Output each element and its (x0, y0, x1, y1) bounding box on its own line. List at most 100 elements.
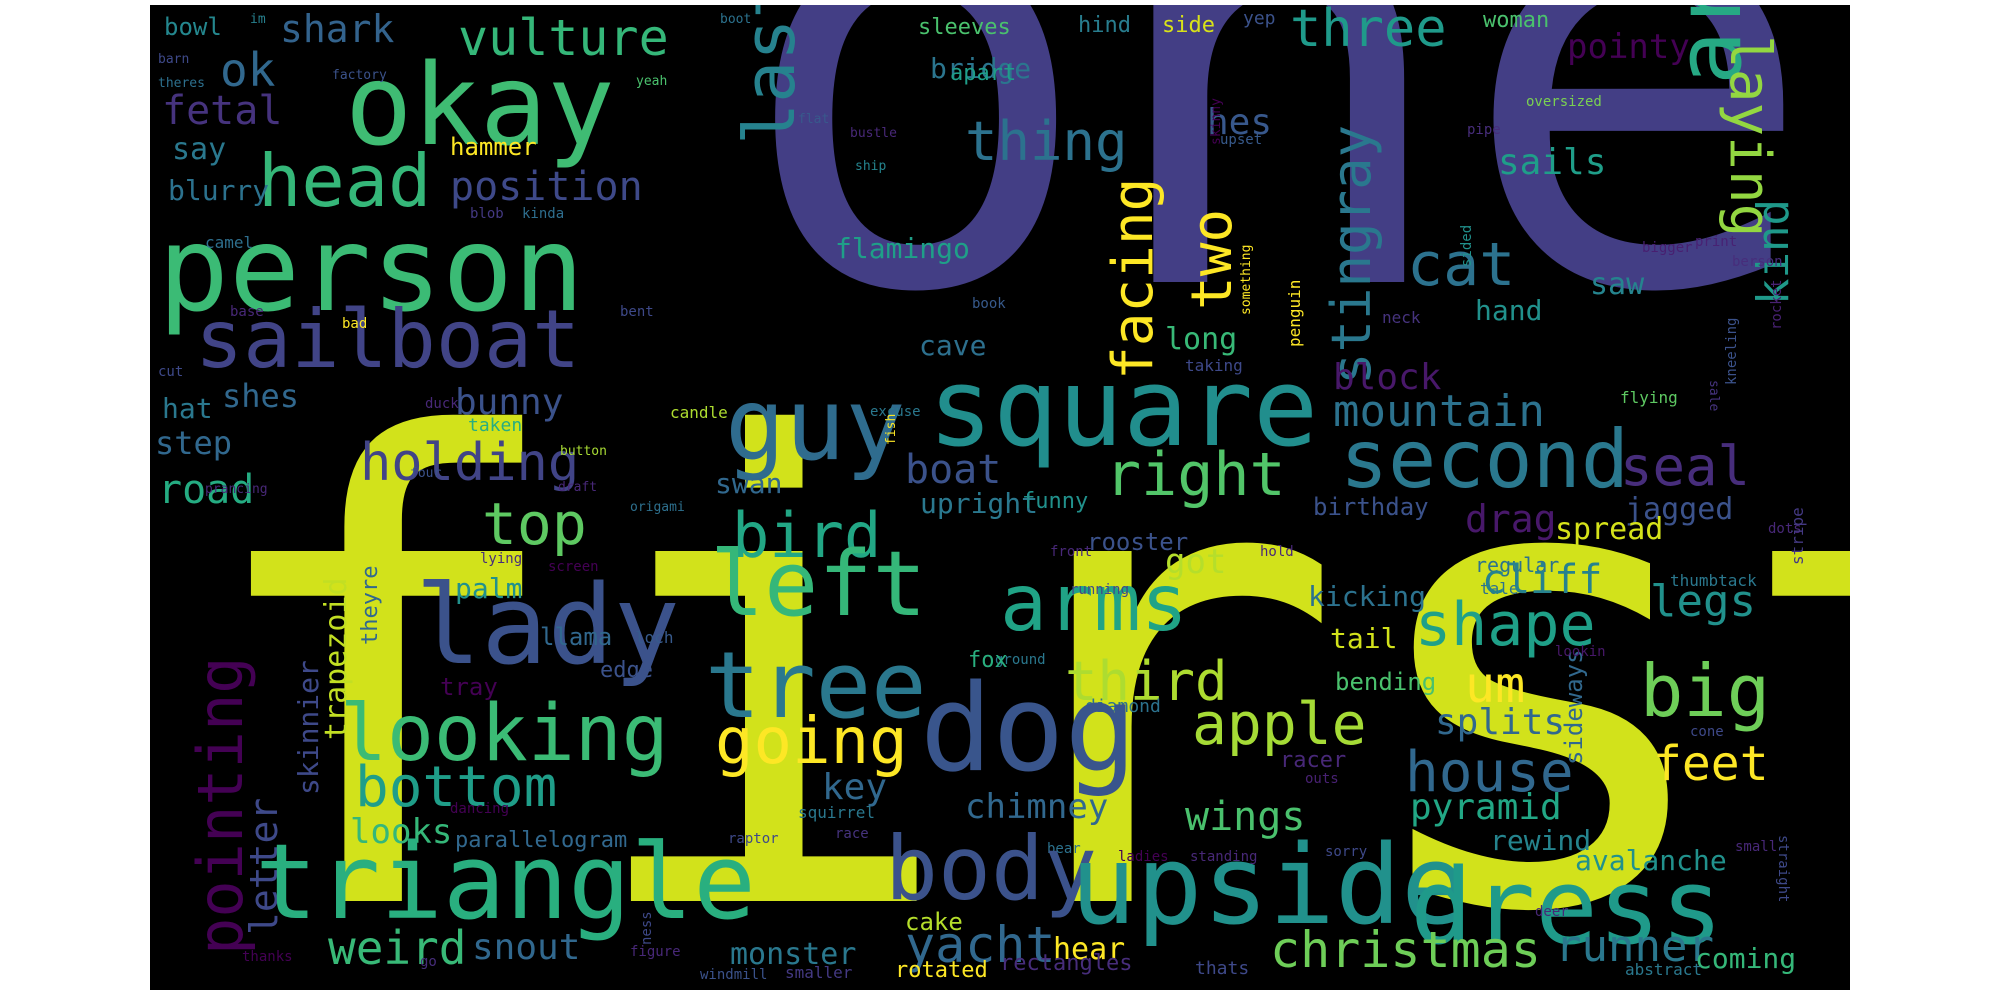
word-shark: shark (280, 7, 395, 51)
word-upright: upright (920, 487, 1039, 520)
word-yeah: yeah (636, 74, 668, 89)
word-birthday: birthday (1313, 493, 1429, 521)
word-windmill: windmill (700, 967, 768, 983)
word-cloud-canvas: one first person okay sailboat head ok f… (150, 5, 1850, 990)
word-coming: coming (1695, 942, 1797, 975)
word-book: book (972, 296, 1006, 312)
word-ok: ok (220, 43, 276, 97)
word-road: road (158, 467, 255, 513)
word-tale: tale (1480, 579, 1519, 598)
word-bridge: bridge (930, 52, 1032, 85)
word-berson: berson (1732, 254, 1783, 270)
word-lookin: lookin (1555, 644, 1606, 660)
word-fetal: fetal (162, 88, 283, 134)
word-apart: apart (950, 61, 1017, 86)
word-ground: ground (995, 652, 1046, 668)
word-woman: woman (1483, 8, 1550, 33)
word-tree: tree (705, 632, 927, 739)
word-got: got (1165, 542, 1227, 582)
word-swan: swan (715, 467, 783, 500)
word-big: big (1640, 649, 1771, 733)
word-parallelogram: parallelogram (455, 828, 628, 853)
word-taking: taking (1185, 356, 1243, 375)
word-race: race (835, 826, 869, 842)
word-thing: thing (965, 110, 1128, 173)
word-kicking: kicking (1308, 580, 1427, 613)
word-sale: sale (1706, 380, 1721, 412)
word-bird: bird (732, 499, 882, 572)
word-theyre: theyre (358, 565, 383, 645)
word-oversized: oversized (1526, 94, 1602, 110)
word-looks: looks (350, 812, 453, 852)
word-triangle: triangle (255, 821, 756, 943)
word-second: second (1340, 413, 1629, 506)
word-edge: edge (600, 658, 653, 683)
word-block: block (1333, 357, 1442, 398)
word-long: long (1165, 322, 1238, 357)
word-bustle: bustle (850, 126, 897, 141)
word-ladies: ladies (1118, 849, 1169, 865)
word-llama: llama (540, 623, 613, 651)
word-feet: feet (1653, 736, 1769, 792)
word-base: base (230, 304, 264, 320)
word-flat: flat (798, 112, 830, 127)
word-bigger: bigger (1642, 240, 1693, 256)
word-wings: wings (1185, 794, 1306, 840)
word-screen: screen (548, 559, 599, 575)
word-kinda: kinda (522, 206, 565, 222)
word-hammer: hammer (450, 133, 537, 161)
word-sailboat: sailboat (195, 293, 581, 386)
word-raptor: raptor (728, 831, 779, 847)
word-cat: cat (1407, 230, 1516, 300)
word-excuse: excuse (870, 404, 921, 420)
word-candle: candle (670, 403, 728, 422)
word-upside: upside (1070, 821, 1468, 949)
word-bending: bending (1335, 668, 1437, 696)
word-dots: dots (1768, 521, 1802, 537)
word-three: three (1290, 5, 1447, 59)
word-seal: seal (1620, 435, 1751, 498)
word-sails: sails (1498, 142, 1607, 183)
word-barn: barn (158, 52, 190, 67)
word-bear: bear (1047, 841, 1081, 857)
word-blob: blob (470, 206, 504, 222)
word-skinny: skinny (1209, 98, 1224, 145)
word-position: position (450, 164, 643, 210)
word-upset: upset (1220, 132, 1263, 148)
word-um: um (1465, 656, 1526, 714)
word-lady: lady (415, 561, 680, 689)
word-stripe: stripe (1788, 507, 1807, 565)
word-button: button (560, 444, 607, 459)
word-hand: hand (1475, 294, 1543, 327)
word-standing: standing (1190, 849, 1258, 865)
word-cliff: cliff (1482, 557, 1603, 603)
word-step: step (155, 424, 233, 462)
word-racer: racer (1280, 748, 1347, 773)
word-left: left (710, 532, 927, 637)
word-boat: boat (905, 447, 1002, 493)
word-front: front (1050, 544, 1093, 560)
word-key: key (822, 767, 888, 808)
word-looking: looking (340, 689, 669, 779)
word-body: body (885, 817, 1097, 920)
word-holding: holding (360, 433, 580, 493)
word-spread: spread (1555, 512, 1664, 547)
word-stingray: stingray (1320, 124, 1383, 385)
word-square: square (928, 346, 1319, 471)
word-sleeves: sleeves (918, 15, 1011, 40)
word-cake: cake (905, 908, 963, 936)
word-mountain: mountain (1333, 386, 1545, 437)
word-dancing: dancing (450, 801, 510, 817)
word-ship: ship (855, 159, 887, 174)
word-first: first (190, 307, 1850, 991)
word-side: side (1162, 13, 1215, 38)
word-apple: apple (1192, 690, 1367, 758)
word-house: house (1405, 740, 1574, 805)
word-arms: arms (1000, 559, 1188, 649)
word-taken: taken (468, 415, 523, 436)
word-rocket: rocket (1769, 279, 1785, 330)
word-small: small (1735, 839, 1778, 855)
word-outs: outs (1305, 771, 1339, 787)
word-shape: shape (1415, 590, 1596, 660)
word-monster: monster (730, 937, 857, 972)
